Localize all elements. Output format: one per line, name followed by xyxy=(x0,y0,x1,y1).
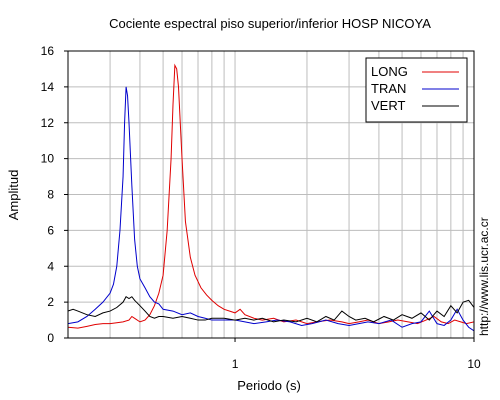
x-axis-label: Periodo (s) xyxy=(237,378,301,393)
legend-label-long: LONG xyxy=(371,64,408,79)
x-tick-label: 10 xyxy=(467,357,481,371)
series-line-long xyxy=(68,63,474,329)
side-url-text: http://www.lis.ucr.ac.cr xyxy=(477,217,491,336)
y-tick-label: 0 xyxy=(47,331,54,345)
x-tick-label: 1 xyxy=(232,357,239,371)
y-tick-label: 6 xyxy=(47,223,54,237)
series-line-tran xyxy=(68,86,474,332)
series-group xyxy=(68,63,474,332)
y-axis: 0 2 4 6 8 10 12 14 16 xyxy=(41,44,68,345)
y-tick-label: 2 xyxy=(47,295,54,309)
y-tick-label: 12 xyxy=(41,116,55,130)
y-tick-label: 4 xyxy=(47,259,54,273)
x-axis: 1 10 xyxy=(232,338,481,371)
y-tick-label: 14 xyxy=(41,80,55,94)
legend-box xyxy=(365,57,468,123)
legend-label-vert: VERT xyxy=(371,98,405,113)
legend-label-tran: TRAN xyxy=(371,81,406,96)
y-tick-label: 10 xyxy=(41,152,55,166)
chart-title: Cociente espectral piso superior/inferio… xyxy=(109,16,431,31)
legend: LONG TRAN VERT xyxy=(365,57,468,123)
y-axis-label: Amplitud xyxy=(6,170,21,221)
y-tick-label: 16 xyxy=(41,44,55,58)
y-tick-label: 8 xyxy=(47,188,54,202)
series-line-vert xyxy=(68,296,474,323)
